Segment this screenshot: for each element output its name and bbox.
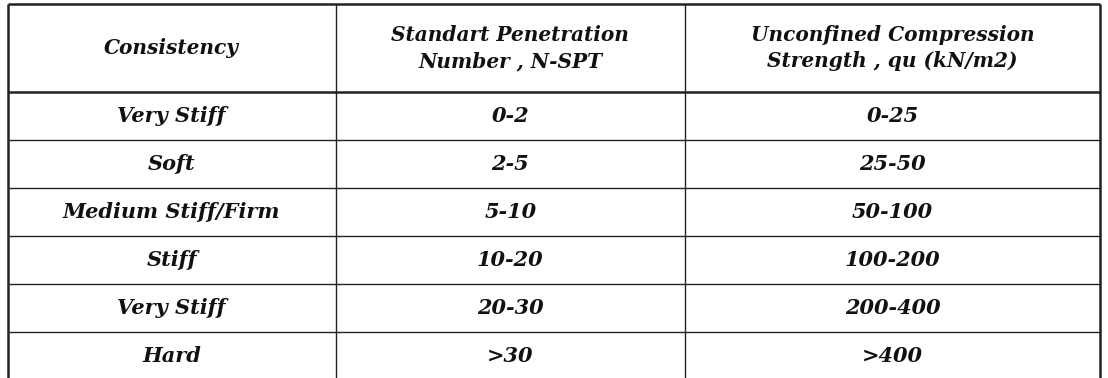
Text: Hard: Hard	[142, 346, 202, 366]
Text: Stiff: Stiff	[146, 250, 197, 270]
Text: 200-400: 200-400	[844, 298, 941, 318]
Text: 50-100: 50-100	[852, 202, 933, 222]
Text: Medium Stiff/Firm: Medium Stiff/Firm	[63, 202, 280, 222]
Text: Standart Penetration
Number , N-SPT: Standart Penetration Number , N-SPT	[391, 25, 629, 71]
Text: 2-5: 2-5	[492, 154, 530, 174]
Text: 100-200: 100-200	[844, 250, 941, 270]
Text: >30: >30	[488, 346, 534, 366]
Text: 20-30: 20-30	[478, 298, 544, 318]
Text: Very Stiff: Very Stiff	[117, 298, 226, 318]
Text: 0-25: 0-25	[866, 106, 919, 126]
Text: Very Stiff: Very Stiff	[117, 106, 226, 126]
Text: 5-10: 5-10	[484, 202, 536, 222]
Text: 25-50: 25-50	[859, 154, 926, 174]
Text: >400: >400	[862, 346, 923, 366]
Text: Soft: Soft	[148, 154, 196, 174]
Text: 0-2: 0-2	[492, 106, 530, 126]
Text: 10-20: 10-20	[478, 250, 544, 270]
Text: Consistency: Consistency	[104, 38, 239, 58]
Text: Unconfined Compression
Strength , qu (kN/m2): Unconfined Compression Strength , qu (kN…	[751, 25, 1035, 71]
